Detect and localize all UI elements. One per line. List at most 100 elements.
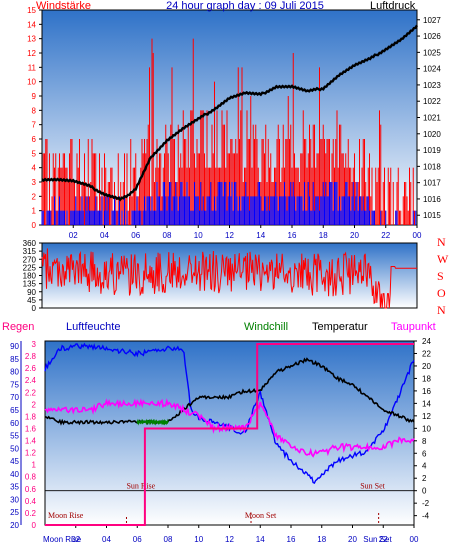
- time-tick-label: 04: [100, 231, 109, 240]
- wind-tick-label: 8: [32, 106, 37, 115]
- rain-tick-label: 0: [32, 521, 37, 530]
- direction-tick-label: 270: [23, 255, 37, 264]
- temperature-tick-label: 12: [422, 412, 431, 421]
- pressure-line: [41, 24, 419, 202]
- temperature-tick-label: -4: [422, 512, 430, 521]
- direction-label-s: S: [437, 269, 444, 283]
- rain-line: [45, 343, 414, 526]
- wind-tick-label: 0: [32, 221, 37, 230]
- time-tick-label-bottom: 20: [348, 535, 357, 544]
- time-tick-label-bottom: 14: [256, 535, 265, 544]
- time-tick-label: 02: [69, 231, 78, 240]
- moon-rise-label: Moon Rise: [48, 511, 84, 520]
- temperature-tick-label: 2: [422, 474, 427, 483]
- time-tick-label-bottom: 10: [194, 535, 203, 544]
- time-tick-label: 08: [163, 231, 172, 240]
- time-tick-label: 06: [131, 231, 140, 240]
- rain-tick-label: 2: [32, 400, 37, 409]
- direction-tick-label: 360: [23, 239, 37, 248]
- time-tick-label: 20: [350, 231, 359, 240]
- time-tick-label: 14: [256, 231, 265, 240]
- label-luftfeuchte: Luftfeuchte: [66, 321, 120, 333]
- pressure-tick-label: 1018: [423, 162, 441, 171]
- humidity-tick-label: 70: [10, 393, 19, 402]
- direction-tick-label: 135: [23, 280, 37, 289]
- rain-tick-label: 1.4: [25, 437, 37, 446]
- humidity-tick-label: 65: [10, 406, 19, 415]
- humidity-tick-label: 90: [10, 342, 19, 351]
- direction-tick-label: 315: [23, 247, 37, 256]
- temperature-tick-label: 16: [422, 387, 431, 396]
- temperature-tick-label: 14: [422, 399, 431, 408]
- pressure-tick-label: 1021: [423, 114, 441, 123]
- pressure-tick-label: 1016: [423, 195, 441, 204]
- humidity-tick-label: 50: [10, 444, 19, 453]
- temperature-tick-label: 18: [422, 374, 431, 383]
- wind-tick-label: 6: [32, 135, 37, 144]
- windchill-line: [136, 418, 169, 426]
- pressure-tick-label: 1023: [423, 81, 441, 90]
- rain-tick-label: 1.6: [25, 424, 37, 433]
- time-tick-label-bottom: 00: [410, 535, 419, 544]
- pressure-tick-label: 1019: [423, 146, 441, 155]
- humidity-tick-label: 25: [10, 508, 19, 517]
- humidity-tick-label: 40: [10, 470, 19, 479]
- wind-tick-label: 13: [27, 35, 36, 44]
- humidity-temperature-plot-area: [44, 340, 415, 526]
- rain-tick-label: 0.2: [25, 509, 37, 518]
- pressure-tick-label: 1020: [423, 130, 441, 139]
- direction-label-o: O: [437, 286, 446, 300]
- temperature-tick-label: 24: [422, 337, 431, 346]
- wind-tick-label: 14: [27, 20, 36, 29]
- time-tick-label: 22: [381, 231, 390, 240]
- rain-tick-label: 3: [32, 340, 37, 349]
- wind-tick-label: 3: [32, 178, 37, 187]
- label-taupunkt: Taupunkt: [391, 321, 436, 333]
- rain-tick-label: 2.4: [25, 376, 37, 385]
- wind-tick-label: 15: [27, 6, 36, 15]
- dewpoint-line: [44, 398, 415, 458]
- header-title: 24 hour graph day : 09 Juli 2015: [166, 0, 324, 12]
- time-tick-label: 00: [413, 231, 422, 240]
- pressure-tick-label: 1027: [423, 16, 441, 25]
- humidity-tick-label: 45: [10, 457, 19, 466]
- rain-tick-label: 1: [32, 461, 37, 470]
- temperature-tick-label: -2: [422, 499, 430, 508]
- wind-tick-label: 11: [28, 63, 37, 72]
- direction-tick-label: 180: [23, 272, 37, 281]
- pressure-tick-label: 1026: [423, 32, 441, 41]
- rain-tick-label: 1.8: [25, 412, 37, 421]
- gust-series: [41, 182, 417, 225]
- time-tick-label-bottom: 08: [164, 535, 173, 544]
- time-tick-label-bottom: 12: [225, 535, 234, 544]
- temperature-line: [44, 357, 415, 426]
- rain-tick-label: 1.2: [25, 449, 37, 458]
- temperature-tick-label: 0: [422, 487, 427, 496]
- label-temperatur: Temperatur: [312, 321, 368, 333]
- temperature-tick-label: 10: [422, 424, 431, 433]
- time-tick-label-bottom: 22: [379, 535, 388, 544]
- wind-tick-label: 5: [32, 149, 37, 158]
- time-tick-label-bottom: 04: [102, 535, 111, 544]
- humidity-tick-label: 80: [10, 368, 19, 377]
- direction-label-w: W: [437, 252, 449, 266]
- pressure-tick-label: 1025: [423, 48, 441, 57]
- time-tick-label: 12: [225, 231, 234, 240]
- temperature-tick-label: 6: [422, 449, 427, 458]
- wind-tick-label: 7: [32, 121, 37, 130]
- temperature-tick-label: 8: [422, 437, 427, 446]
- time-tick-label: 16: [288, 231, 297, 240]
- label-regen: Regen: [2, 321, 34, 333]
- pressure-tick-label: 1024: [423, 65, 441, 74]
- temperature-tick-label: 4: [422, 462, 427, 471]
- rain-tick-label: 0.4: [25, 497, 37, 506]
- time-tick-label-bottom: 16: [287, 535, 296, 544]
- direction-tick-label: 45: [27, 296, 36, 305]
- humidity-tick-label: 20: [10, 521, 19, 530]
- pressure-tick-label: 1015: [423, 211, 441, 220]
- wind-direction-line: [41, 248, 417, 309]
- sun-set-bottom-label: Sun Set: [363, 535, 392, 544]
- rain-tick-label: 2.2: [25, 388, 37, 397]
- time-tick-label-bottom: 02: [71, 535, 80, 544]
- humidity-tick-label: 75: [10, 380, 19, 389]
